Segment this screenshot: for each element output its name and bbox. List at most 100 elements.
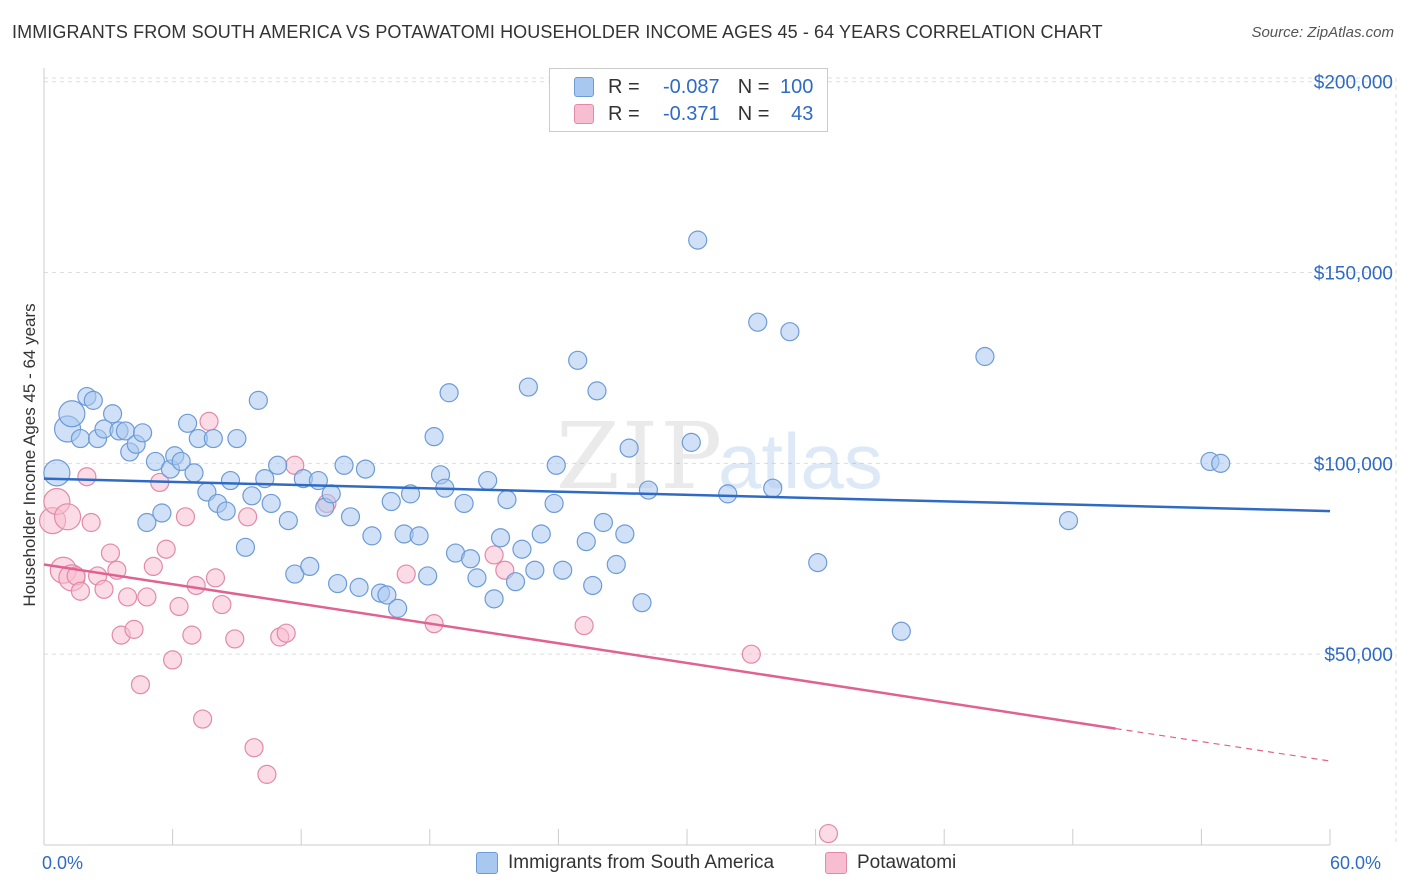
south-america-point-93 (891, 621, 911, 641)
south-america-point-63 (467, 568, 487, 588)
potawatomi-point-27 (199, 411, 219, 431)
potawatomi-point-42 (574, 615, 594, 636)
watermark-atlas: atlas (718, 417, 883, 505)
potawatomi-point-31 (238, 507, 258, 527)
south-america-point-31 (248, 390, 268, 410)
potawatomi-point-28 (205, 568, 226, 588)
south-america-point-2 (58, 400, 86, 428)
south-america-point-26 (216, 501, 236, 521)
potawatomi-point-38 (396, 564, 416, 584)
south-america-point-56 (424, 427, 444, 447)
stats-row-potawatomi: R = -0.371 N = 43 (574, 101, 813, 127)
potawatomi-point-15 (124, 619, 144, 639)
south-america-point-79 (587, 381, 607, 401)
legend-swatch-blue (574, 77, 594, 97)
south-america-point-72 (531, 524, 551, 544)
south-america-point-5 (83, 390, 103, 410)
south-america-point-21 (184, 463, 204, 483)
south-america-point-84 (632, 593, 652, 613)
potawatomi-point-8 (81, 512, 101, 533)
south-america-point-74 (546, 455, 566, 475)
south-america-point-0 (43, 459, 71, 487)
potawatomi-point-11 (100, 543, 121, 563)
n-label: N = (737, 75, 770, 98)
south-america-point-27 (220, 470, 241, 491)
source-credit: Source: ZipAtlas.com (1251, 24, 1394, 41)
south-america-point-90 (763, 478, 783, 498)
south-america-point-70 (518, 377, 538, 397)
chart-title: IMMIGRANTS FROM SOUTH AMERICA VS POTAWAT… (12, 22, 1103, 42)
south-america-point-80 (593, 512, 614, 533)
south-america-point-33 (261, 493, 281, 514)
south-america-point-16 (152, 503, 172, 523)
n-value: 100 (780, 75, 814, 98)
potawatomi-point-16 (130, 675, 151, 695)
potawatomi-point-20 (156, 539, 176, 559)
r-value: -0.371 (662, 102, 720, 125)
trend-line-potawatomi (43, 563, 1116, 730)
south-america-point-55 (418, 566, 438, 586)
y-tick-labels: $50,000 $100,000 $150,000 $200,000 (1314, 73, 1393, 666)
south-america-point-62 (460, 549, 481, 569)
south-america-point-15 (145, 451, 166, 472)
potawatomi-point-43 (741, 644, 761, 664)
south-america-point-97 (1211, 453, 1231, 473)
y-tick-label-1: $100,000 (1314, 454, 1393, 475)
legend-item-south-america[interactable]: Immigrants from South America (476, 852, 774, 874)
south-america-point-75 (553, 560, 573, 580)
potawatomi-point-24 (182, 625, 202, 645)
trend-lines (43, 477, 1331, 762)
south-america-point-77 (576, 532, 596, 552)
potawatomi-point-30 (225, 629, 245, 649)
south-america-point-53 (400, 484, 421, 504)
x-tick-max: 60.0% (1330, 853, 1382, 873)
potawatomi-point-35 (276, 623, 296, 643)
south-america-point-8 (102, 404, 123, 424)
south-america-point-69 (512, 539, 532, 559)
potawatomi-point-18 (143, 556, 163, 577)
south-america-point-83 (619, 438, 639, 458)
trend-line-south-america (43, 477, 1331, 513)
n-label: N = (737, 102, 770, 125)
legend-item-potawatomi[interactable]: Potawatomi (825, 852, 956, 874)
south-america-point-46 (355, 459, 376, 479)
legend-swatch-pink (574, 104, 594, 124)
south-america-point-87 (688, 230, 708, 250)
south-america-point-64 (478, 470, 498, 491)
south-america-point-19 (171, 451, 191, 472)
legend-swatch-blue (476, 852, 498, 874)
south-america-point-95 (1058, 511, 1079, 531)
south-america-point-67 (497, 490, 517, 510)
south-america-point-14 (137, 512, 157, 533)
potawatomi-point-40 (484, 545, 504, 565)
south-america-point-71 (525, 560, 545, 580)
series-legend: Immigrants from South America Potawatomi (0, 852, 1406, 878)
south-america-point-43 (334, 455, 354, 475)
south-america-point-50 (381, 491, 401, 512)
south-america-point-3 (70, 428, 91, 449)
south-america-point-35 (278, 511, 298, 531)
south-america-point-49 (377, 585, 397, 605)
south-america-point-20 (178, 413, 198, 433)
south-america-point-45 (349, 577, 369, 597)
potawatomi-point-17 (137, 587, 157, 607)
potawatomi-point-33 (257, 764, 277, 784)
axes (43, 68, 1331, 846)
south-america-point-36 (285, 564, 305, 584)
south-america-point-29 (235, 537, 256, 557)
south-america-point-81 (606, 554, 626, 575)
potawatomi-point-14 (117, 587, 138, 607)
south-america-point-30 (242, 486, 262, 506)
south-america-point-51 (388, 598, 408, 618)
south-america-point-24 (203, 428, 223, 449)
south-america-point-68 (505, 572, 526, 592)
potawatomi-point-10 (94, 579, 114, 599)
y-tick-label-3: $200,000 (1314, 73, 1393, 94)
potawatomi-point-3 (53, 503, 82, 531)
r-label: R = (608, 75, 640, 98)
south-america-point-91 (780, 322, 800, 342)
south-america-point-44 (340, 507, 361, 527)
south-america-point-34 (268, 455, 288, 475)
n-value: 43 (791, 102, 814, 125)
